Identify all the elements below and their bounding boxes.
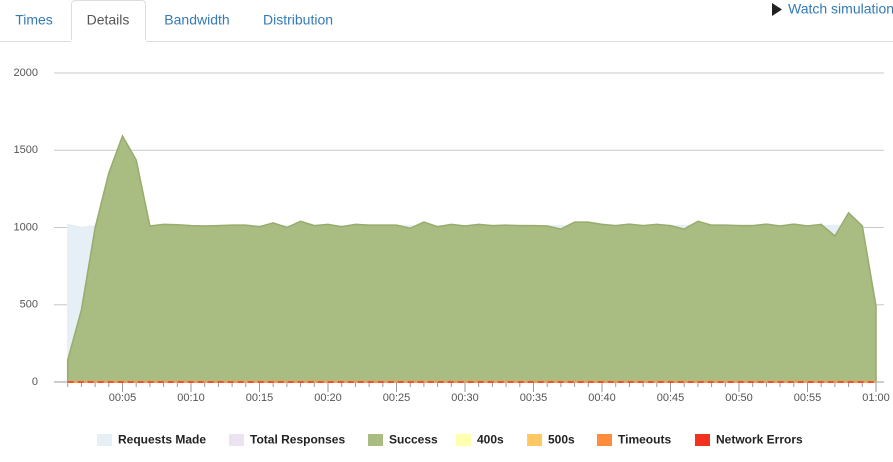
legend-label: Network Errors: [716, 433, 803, 447]
watch-link[interactable]: Watch simulation: [788, 1, 893, 17]
legend-label: Requests Made: [118, 433, 206, 447]
x-tick-label: 00:30: [451, 392, 479, 404]
x-tick-label: 00:55: [794, 392, 822, 404]
legend-label: Success: [389, 433, 438, 447]
x-tick-label: 00:50: [725, 392, 753, 404]
chart: 0 500 1000 1500 2000 00:05 00:10 00:15 00:20 00:2…: [14, 67, 890, 447]
y-tick-label: 0: [32, 376, 38, 388]
tab[interactable]: Distribution: [263, 12, 333, 28]
x-tick-label: 00:10: [177, 392, 205, 404]
legend-swatch: [527, 434, 542, 446]
y-tick-label: 500: [20, 299, 38, 311]
x-tick-label: 00:25: [383, 392, 411, 404]
x-tick-label: 00:05: [109, 392, 137, 404]
tab[interactable]: Bandwidth: [164, 12, 229, 28]
legend-swatch: [695, 434, 710, 446]
legend-label: 500s: [548, 433, 575, 447]
legend-label: Timeouts: [618, 433, 671, 447]
legend-swatch: [229, 434, 244, 446]
y-tick-label: 2000: [14, 67, 38, 79]
series-area: [66, 134, 877, 383]
tab[interactable]: Times: [15, 12, 53, 28]
legend-swatch: [97, 434, 112, 446]
x-tick-label: 00:35: [520, 392, 548, 404]
legend-swatch: [368, 434, 383, 446]
x-tick-label: 00:40: [588, 392, 616, 404]
x-tick-label: 00:20: [314, 392, 342, 404]
y-tick-label: 1000: [14, 221, 38, 233]
play-icon: [772, 3, 782, 16]
legend-label: Total Responses: [250, 433, 345, 447]
active-tab-box: [71, 0, 146, 42]
x-tick-label: 00:15: [246, 392, 274, 404]
active-tab-gap: [71, 40, 146, 43]
x-tick-label: 01:00: [862, 392, 890, 404]
legend-swatch: [597, 434, 612, 446]
y-tick-label: 1500: [14, 144, 38, 156]
legend-swatch: [456, 434, 471, 446]
x-tick-label: 00:45: [657, 392, 685, 404]
legend-label: 400s: [477, 433, 504, 447]
tab-active[interactable]: Details: [87, 12, 130, 28]
